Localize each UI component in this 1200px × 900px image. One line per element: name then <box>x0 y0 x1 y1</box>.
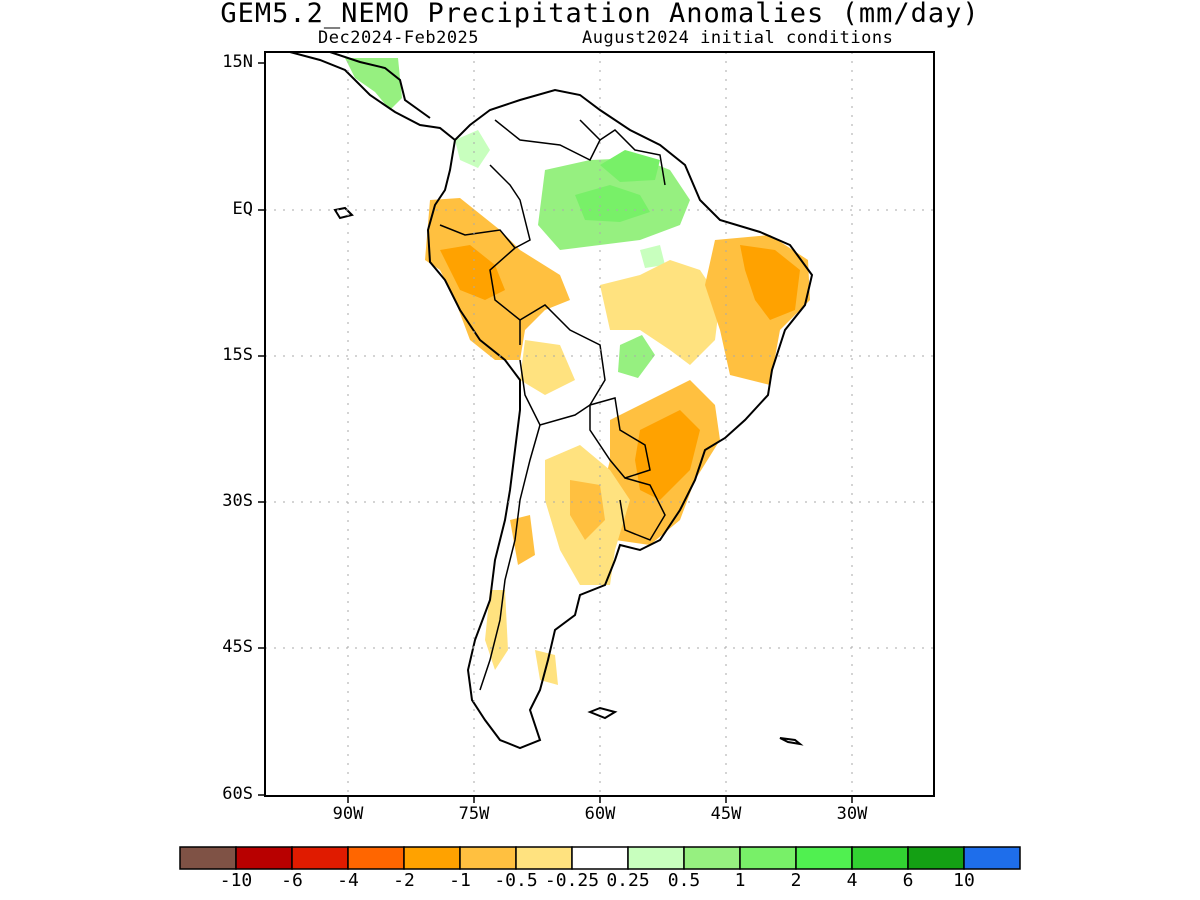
lon-label-60w: 60W <box>584 804 616 824</box>
uruguay-border <box>619 477 666 541</box>
bolivia-border <box>519 304 606 426</box>
colorbar-cell <box>347 846 405 870</box>
dry-anomaly-brazil-central <box>600 260 720 365</box>
lat-label-15s: 15S <box>222 345 253 365</box>
south-america-coastline <box>426 88 814 750</box>
coastline <box>289 52 814 750</box>
lon-label-45w: 45W <box>710 804 742 824</box>
galapagos <box>333 206 354 220</box>
wet-anomaly-guianas <box>600 150 660 182</box>
venezuela-border <box>494 119 601 162</box>
colorbar-cell <box>795 846 853 870</box>
lat-label-30s: 30S <box>222 491 253 511</box>
dry-anomaly-chile-central <box>510 515 535 565</box>
colorbar-label: 2 <box>790 870 802 891</box>
colorbar-label: 0.25 <box>606 870 650 891</box>
gridlines <box>265 52 934 796</box>
colorbar-cell <box>459 846 517 870</box>
central-america-coastline <box>289 52 456 141</box>
paraguay-border <box>589 397 651 479</box>
colorbar-label: -4 <box>337 870 359 891</box>
dry-anomaly-peru-core <box>440 245 505 300</box>
colorbar-label: 0.5 <box>667 870 701 891</box>
south-georgia <box>779 737 804 746</box>
colorbar-cell <box>851 846 909 870</box>
colombia-brazil-border <box>489 164 531 249</box>
dry-anomaly-argentina-core <box>570 480 605 540</box>
colorbar-cell <box>739 846 797 870</box>
colorbar-cell <box>683 846 741 870</box>
colorbar-label: -0.25 <box>544 870 600 891</box>
colorbar-cell <box>627 846 685 870</box>
colorbar-cell <box>515 846 573 870</box>
chile-argentina-border <box>479 424 541 691</box>
colorbar-label: 10 <box>953 870 975 891</box>
season-subtitle: Dec2024-Feb2025 <box>318 28 480 48</box>
axis-ticks <box>258 62 853 803</box>
colorbar-label: 6 <box>902 870 914 891</box>
peru-brazil-border <box>489 247 521 345</box>
colorbar-label: -6 <box>281 870 303 891</box>
wet-anomaly-central-brazil <box>618 335 655 378</box>
anomaly-field <box>345 58 810 685</box>
dry-anomaly-northeast-core <box>740 245 800 320</box>
colorbar-label: 4 <box>846 870 858 891</box>
ecuador-peru-border <box>439 224 516 249</box>
init-conditions-subtitle: August2024 initial conditions <box>582 28 894 48</box>
central-america-north-coast <box>329 52 431 119</box>
colorbar-cell <box>963 846 1021 870</box>
colorbar-label: 1 <box>734 870 746 891</box>
colorbar-label: -1 <box>449 870 471 891</box>
colorbar-label: -2 <box>393 870 415 891</box>
chart-title: GEM5.2_NEMO Precipitation Anomalies (mm/… <box>220 0 980 29</box>
lon-label-30w: 30W <box>836 804 868 824</box>
colorbar-cell <box>235 846 293 870</box>
colorbar-cell <box>291 846 349 870</box>
lat-label-15n: 15N <box>222 52 253 72</box>
colorbar-label: -10 <box>219 870 253 891</box>
wet-anomaly-east-amazon <box>640 245 665 268</box>
lat-label-60s: 60S <box>222 784 253 804</box>
lon-label-75w: 75W <box>458 804 490 824</box>
lat-label-eq: EQ <box>232 199 253 219</box>
dry-anomaly-bolivia <box>520 340 575 395</box>
wet-anomaly-colombia <box>455 130 490 168</box>
colorbar-label: -0.5 <box>494 870 538 891</box>
guianas-border <box>599 129 666 186</box>
wet-anomaly-amazon-core <box>575 185 650 222</box>
colorbar <box>179 846 1021 870</box>
colorbar-cell <box>179 846 237 870</box>
falklands <box>587 706 618 720</box>
colorbar-cell <box>907 846 965 870</box>
lat-label-45s: 45S <box>222 637 253 657</box>
dry-anomaly-patagonia <box>485 590 508 670</box>
colorbar-cell <box>571 846 629 870</box>
colorbar-cell <box>403 846 461 870</box>
lon-label-90w: 90W <box>332 804 364 824</box>
dry-anomaly-southeast-core <box>635 410 700 500</box>
